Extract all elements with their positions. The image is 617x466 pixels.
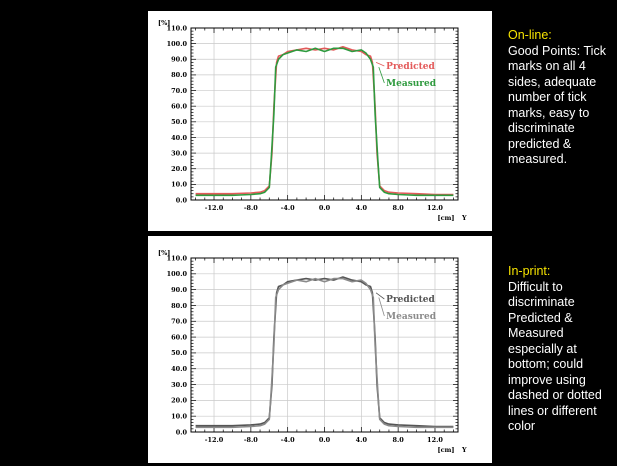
chart-panel-online: -12.0 -8.0 -4.0 0.0 4.0 8.0 12.0 0.0 10.0 20.0 30.… [148, 11, 492, 231]
y-tick-label: 50.0 [171, 349, 187, 357]
grid [191, 27, 458, 201]
y-tick-label: 40.0 [171, 134, 187, 142]
y-tick-label: 40.0 [171, 365, 187, 373]
x-tick-label: 0.0 [319, 436, 331, 444]
profile-chart-online: -12.0 -8.0 -4.0 0.0 4.0 8.0 12.0 0.0 10.0 20.0 30.… [158, 19, 467, 222]
legend-leader-measured [378, 66, 385, 84]
y-tick-label: 110.0 [167, 24, 188, 32]
x-axis-label: Y [461, 214, 467, 222]
y-tick-label: 100.0 [167, 40, 188, 48]
grid [191, 257, 458, 433]
tick-marks [191, 27, 458, 201]
y-tick-label: 30.0 [171, 149, 187, 157]
x-tick-label: -4.0 [281, 436, 295, 444]
legend-label-measured: Measured [386, 312, 437, 322]
y-tick-label: 10.0 [171, 412, 187, 420]
legend-label-measured: Measured [386, 79, 437, 89]
x-axis-label: Y [461, 446, 467, 454]
legend-leader-predicted [375, 62, 385, 67]
chart-panel-print: -12.0 -8.0 -4.0 0.0 4.0 8.0 12.0 0.0 10.0 20.0 30.… [148, 236, 492, 463]
y-axis-label: [%] [158, 19, 170, 27]
y-tick-label: 70.0 [171, 318, 187, 326]
y-tick-label: 20.0 [171, 397, 187, 405]
y-tick-label: 50.0 [171, 118, 187, 126]
y-tick-label: 100.0 [167, 270, 188, 278]
y-tick-label: 80.0 [171, 71, 187, 79]
y-tick-label: 0.0 [176, 196, 188, 204]
x-tick-label: 12.0 [427, 204, 443, 212]
y-tick-label: 20.0 [171, 165, 187, 173]
y-tick-label: 110.0 [167, 254, 188, 262]
x-tick-label: 12.0 [427, 436, 443, 444]
legend-leader-measured [378, 297, 385, 317]
x-tick-label: -8.0 [244, 436, 258, 444]
series-line-predicted [195, 46, 454, 196]
y-tick-label: 60.0 [171, 102, 187, 110]
y-tick-label: 90.0 [171, 56, 187, 64]
x-tick-label: 4.0 [356, 204, 368, 212]
notes-print-body: Difficult to discriminate Predicted & Me… [508, 279, 602, 434]
legend-label-predicted: Predicted [386, 62, 435, 72]
y-tick-label: 90.0 [171, 286, 187, 294]
y-tick-label: 0.0 [176, 428, 188, 436]
y-tick-label: 80.0 [171, 302, 187, 310]
profile-chart-print: -12.0 -8.0 -4.0 0.0 4.0 8.0 12.0 0.0 10.0 20.0 30.… [158, 249, 467, 454]
x-axis-unit-label: [cm] [438, 446, 455, 454]
series-line-measured [195, 47, 454, 197]
x-tick-label: -4.0 [281, 204, 295, 212]
notes-online-heading: On-line: [508, 28, 552, 42]
y-tick-label: 70.0 [171, 87, 187, 95]
x-tick-label: -8.0 [244, 204, 258, 212]
x-tick-label: -12.0 [205, 436, 224, 444]
legend-label-predicted: Predicted [386, 295, 435, 305]
x-tick-label: 8.0 [392, 204, 404, 212]
x-axis-unit-label: [cm] [438, 214, 455, 222]
y-tick-label: 60.0 [171, 333, 187, 341]
notes-online-body: Good Points: Tick marks on all 4 sides, … [508, 43, 606, 167]
legend-leader-predicted [375, 292, 385, 300]
x-tick-label: 0.0 [319, 204, 331, 212]
tick-marks [191, 257, 458, 433]
x-tick-label: 4.0 [356, 436, 368, 444]
x-tick-label: 8.0 [392, 436, 404, 444]
series-line-predicted [195, 276, 454, 428]
x-tick-label: -12.0 [205, 204, 224, 212]
y-axis-label: [%] [158, 249, 170, 257]
notes-print: In-print: Difficult to discriminate Pred… [508, 264, 613, 435]
notes-online: On-line: Good Points: Tick marks on all … [508, 28, 613, 168]
notes-print-heading: In-print: [508, 264, 551, 278]
y-tick-label: 30.0 [171, 381, 187, 389]
y-tick-label: 10.0 [171, 181, 187, 189]
series-line-measured [195, 277, 454, 429]
